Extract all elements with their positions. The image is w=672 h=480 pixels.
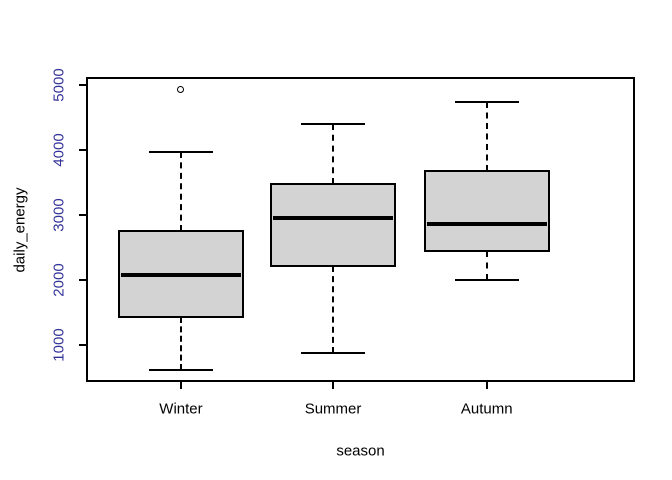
x-tick-label-summer: Summer — [304, 400, 362, 418]
median-line-summer — [273, 215, 394, 220]
x-tick-label-winter: Winter — [159, 400, 203, 418]
y-tick-label-4000: 4000 — [50, 133, 68, 168]
y-tick-mark-3000 — [79, 214, 86, 217]
upper-whisker-winter — [179, 152, 182, 231]
y-tick-label-5000: 5000 — [50, 68, 68, 103]
lower-whisker-autumn — [485, 251, 488, 281]
y-axis-title: daily_energy — [11, 186, 29, 273]
median-line-winter — [120, 273, 241, 278]
iqr-box-autumn — [423, 169, 550, 253]
upper-whisker-autumn — [485, 101, 488, 171]
x-tick-mark-winter — [179, 382, 182, 389]
y-tick-label-1000: 1000 — [50, 328, 68, 362]
x-axis-title: season — [336, 442, 385, 460]
iqr-box-summer — [270, 183, 397, 268]
upper-whisker-cap-autumn — [454, 100, 519, 103]
lower-whisker-cap-summer — [301, 352, 366, 355]
upper-whisker-cap-summer — [301, 123, 366, 126]
x-tick-mark-autumn — [485, 382, 488, 389]
y-tick-mark-1000 — [79, 344, 86, 347]
median-line-autumn — [426, 222, 547, 227]
lower-whisker-cap-autumn — [454, 279, 519, 282]
x-tick-mark-summer — [332, 382, 335, 389]
upper-whisker-summer — [332, 124, 335, 185]
y-tick-mark-5000 — [79, 84, 86, 87]
upper-whisker-cap-winter — [148, 151, 213, 154]
lower-whisker-winter — [179, 316, 182, 370]
lower-whisker-cap-winter — [148, 368, 213, 371]
x-tick-label-autumn: Autumn — [460, 400, 513, 418]
y-tick-label-2000: 2000 — [50, 263, 68, 298]
y-tick-mark-4000 — [79, 149, 86, 152]
outlier-point-winter — [177, 85, 185, 93]
y-tick-label-3000: 3000 — [50, 198, 68, 233]
y-tick-mark-2000 — [79, 279, 86, 282]
lower-whisker-summer — [332, 266, 335, 354]
